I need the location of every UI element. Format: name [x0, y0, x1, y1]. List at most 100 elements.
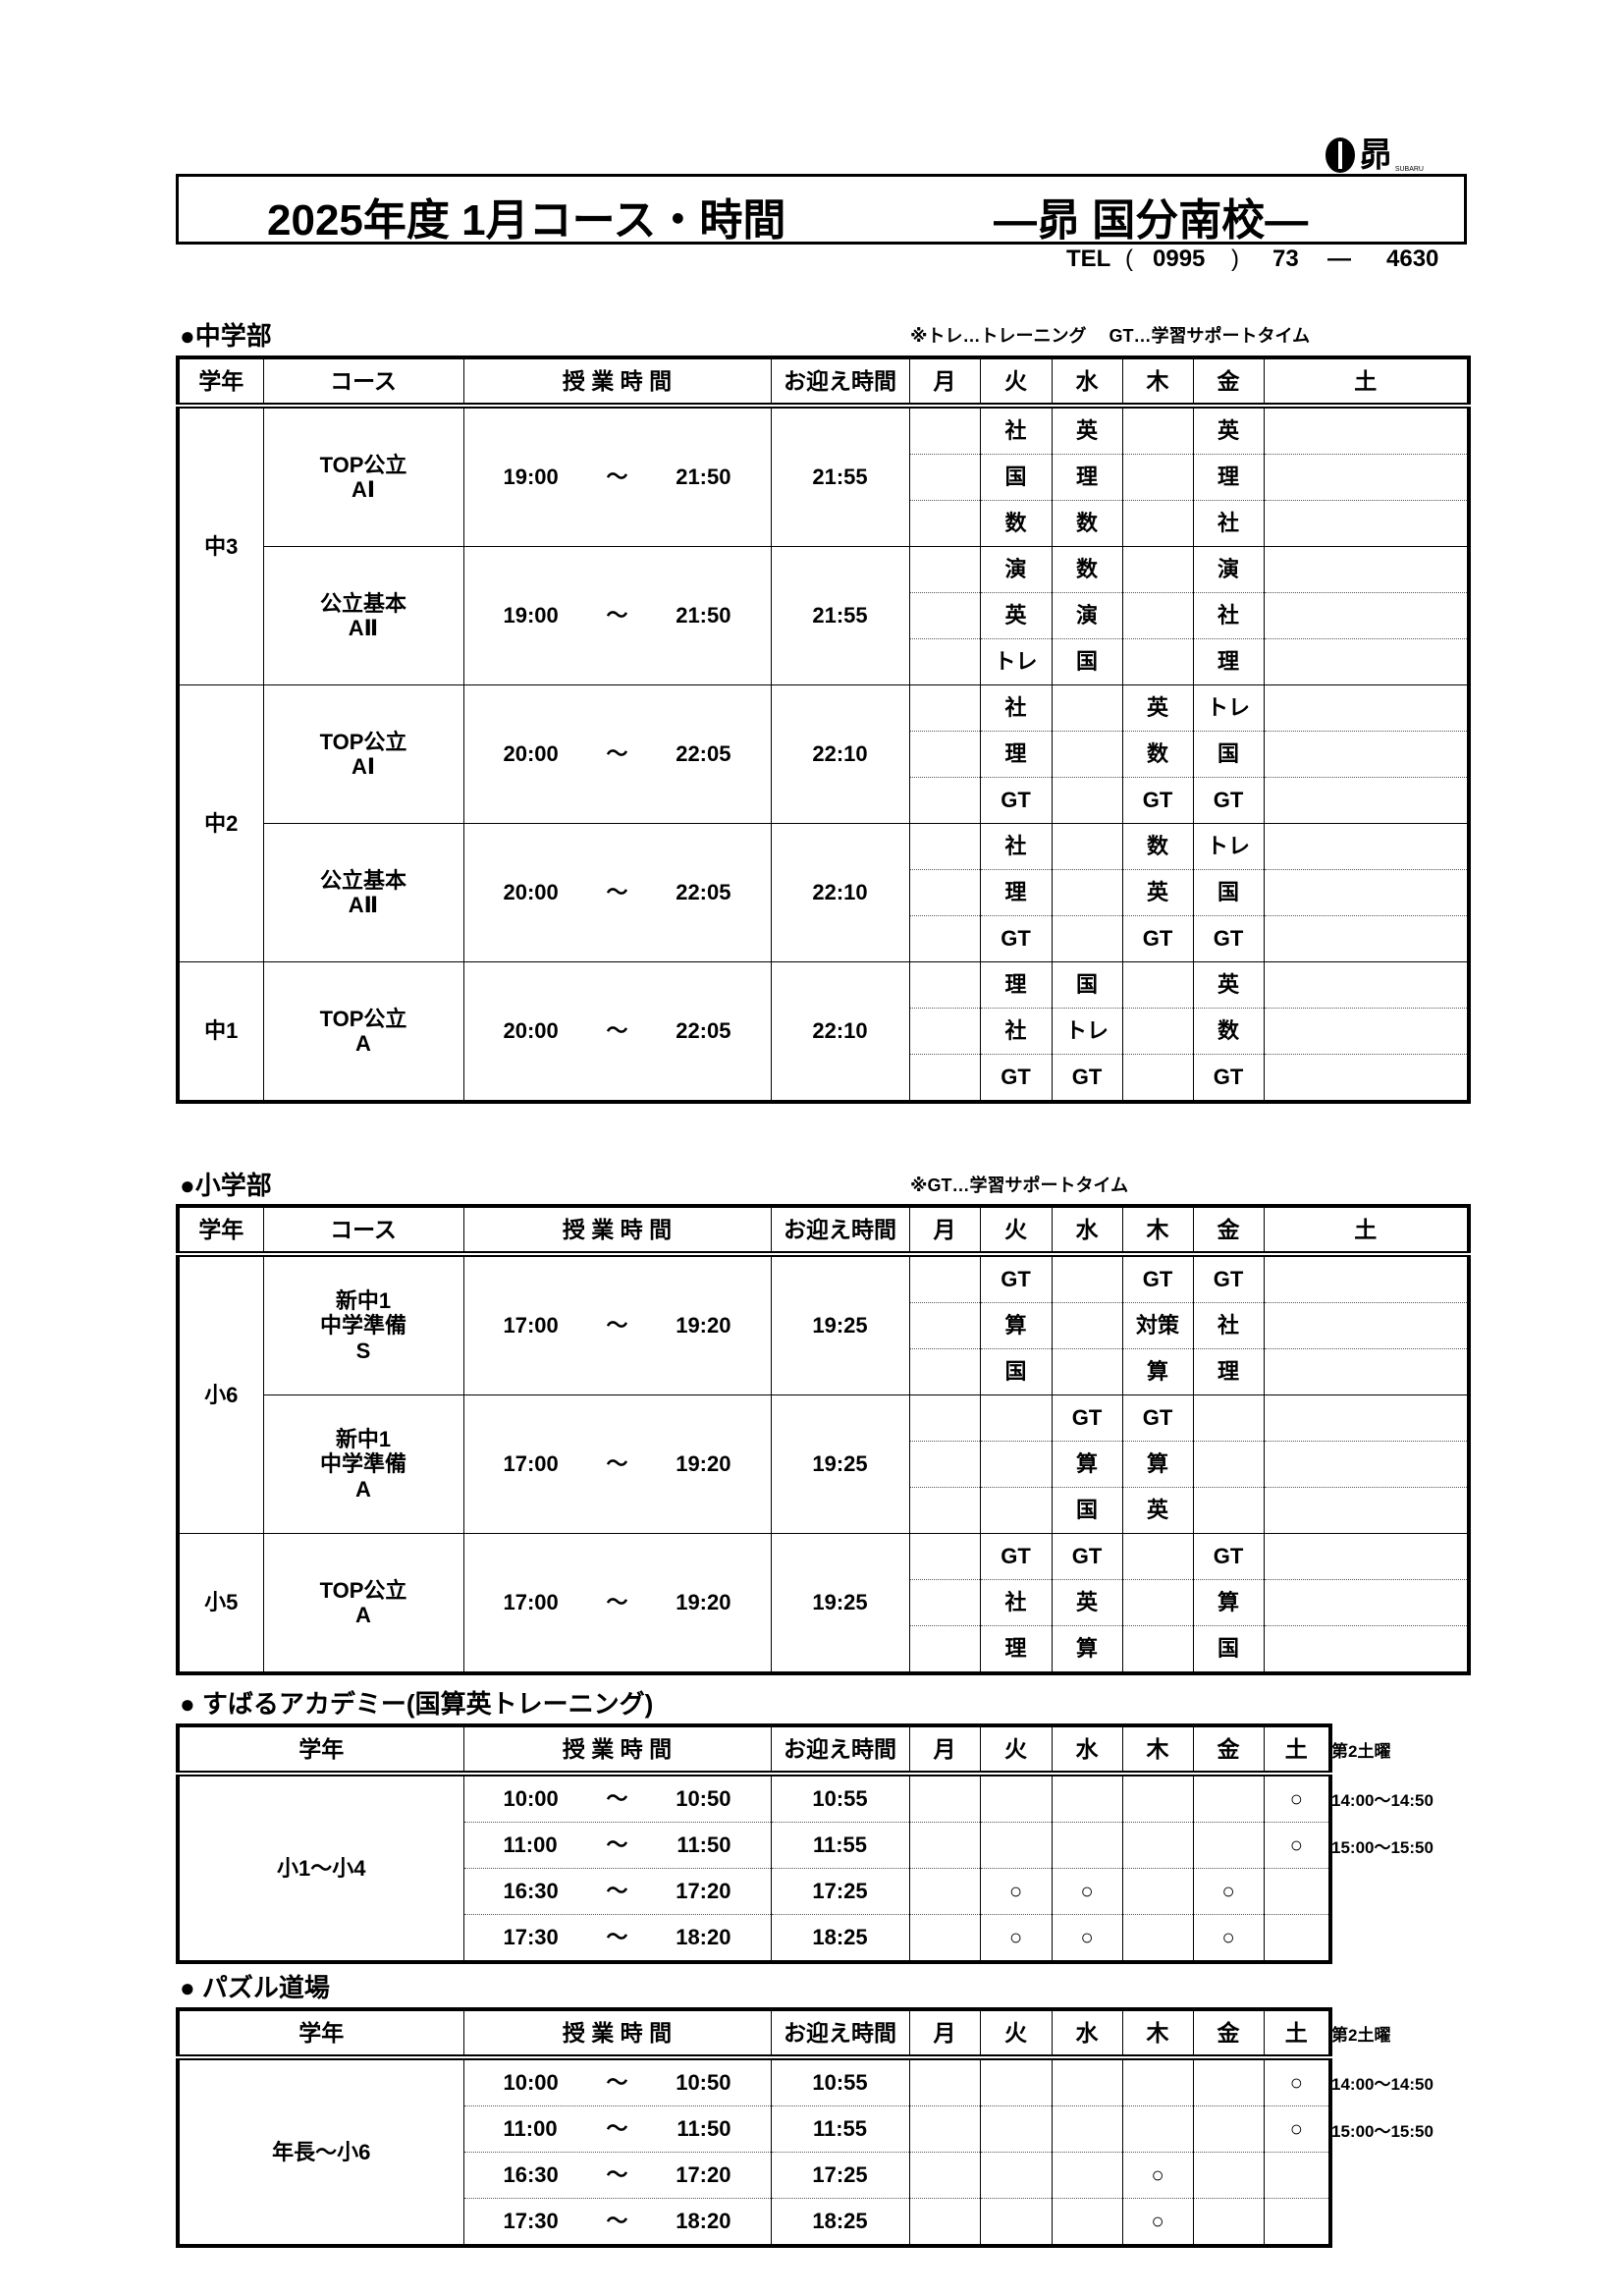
header-course: コース	[262, 1205, 464, 1257]
mark-cell	[979, 1822, 1053, 1869]
end-time: 22:05	[676, 1018, 731, 1044]
end-time: 19:20	[676, 1313, 731, 1339]
subject-cell: 数	[1121, 731, 1194, 778]
start-time: 10:00	[503, 1786, 559, 1812]
header-course: コース	[262, 356, 464, 409]
course-name-line: AⅡ	[348, 616, 379, 640]
course-name-line: AⅠ	[351, 477, 376, 502]
table-row: 理 数国	[178, 731, 1470, 778]
mark-cell	[1192, 1773, 1265, 1823]
course-name-line: 新中1	[335, 1288, 392, 1314]
subject-cell: GT	[1121, 915, 1194, 962]
subject-cell	[908, 1348, 981, 1395]
tilde: 〜	[606, 1590, 628, 1615]
subject-cell: 演	[979, 546, 1053, 593]
pickup-time: 11:55	[770, 2105, 910, 2153]
subject-cell	[1051, 915, 1123, 962]
subject-cell: 数	[1121, 823, 1194, 870]
subject-cell	[908, 1054, 981, 1103]
tilde: 〜	[606, 741, 628, 767]
page-title: 2025年度 1月コース・時間	[267, 196, 786, 245]
header-day: 月	[908, 356, 981, 409]
header-day: 火	[979, 356, 1053, 409]
mark-cell: ○	[1051, 1914, 1123, 1963]
subject-cell	[908, 1625, 981, 1674]
subject-cell: 社	[979, 1579, 1053, 1626]
subject-cell	[1263, 869, 1470, 916]
mark-cell	[979, 2056, 1053, 2106]
subject-cell	[908, 823, 981, 870]
subject-cell	[1263, 405, 1470, 455]
header-day: 火	[979, 1724, 1053, 1777]
time-range: 20:00 〜 22:05	[464, 880, 770, 905]
subject-cell: 理	[979, 869, 1053, 916]
subject-cell: 算	[1121, 1441, 1194, 1488]
course-name-line: TOP公立	[319, 1577, 407, 1603]
header-day: 水	[1051, 1205, 1123, 1257]
tilde: 〜	[606, 880, 628, 905]
subject-cell: 理	[979, 1625, 1053, 1674]
subject-cell: GT	[1192, 1253, 1265, 1303]
course-name-line: A	[355, 1031, 371, 1056]
pickup-time: 17:25	[770, 2152, 910, 2199]
subject-cell: 数	[1051, 500, 1123, 547]
mark-cell	[1192, 2152, 1265, 2199]
header-row: 学年授 業 時 間お迎え時間月火水木金土	[177, 1724, 1331, 1777]
tilde: 〜	[606, 1832, 628, 1858]
table-row: 小6 新中1 中学準備 S 17:00 〜 19:20 19:25 GT GT GT	[177, 1253, 1470, 1534]
class-time: 16:30 〜 17:20	[462, 2152, 772, 2199]
time-range: 16:30 〜 17:20	[464, 2162, 770, 2187]
subject-cell: GT	[1051, 1054, 1123, 1103]
class-time: 17:30 〜 18:20	[462, 2198, 772, 2247]
class-time: 20:00 〜 22:05	[462, 684, 772, 824]
course-name: TOP公立 A	[262, 961, 464, 1103]
end-time: 11:50	[676, 1832, 731, 1858]
subject-cell: 算	[1051, 1441, 1123, 1488]
end-time: 17:20	[676, 1879, 731, 1904]
mark-cell	[1051, 1773, 1123, 1823]
class-time: 19:00 〜 21:50	[462, 405, 772, 547]
table-row: 理算 国	[178, 1625, 1470, 1674]
tilde: 〜	[606, 1879, 628, 1904]
subject-cell: GT	[979, 915, 1053, 962]
header-row: 学年 コース授 業 時 間お迎え時間月火水木金土	[177, 1205, 1470, 1257]
grade-cell: 中1	[177, 961, 264, 1103]
subaru-logo: 昴 SUBARU	[1325, 130, 1424, 173]
header-day: 水	[1051, 356, 1123, 409]
subject-cell	[1121, 592, 1194, 639]
header-day: 木	[1121, 1205, 1194, 1257]
mark-cell	[979, 2105, 1053, 2153]
subject-cell: 算	[1051, 1625, 1123, 1674]
subject-cell	[1051, 823, 1123, 870]
telephone: TEL ( 0995 ) 73 — 4630	[1066, 246, 1438, 273]
section-title-academy: ● すばるアカデミー(国算英トレーニング)	[180, 1689, 654, 1719]
table-header: 学年 コース授 業 時 間お迎え時間月火水木金土	[177, 1205, 1470, 1257]
course-name-line: TOP公立	[319, 452, 407, 477]
header-grade: 学年	[177, 356, 264, 409]
subject-cell	[908, 1487, 981, 1534]
subject-cell: 国	[1192, 731, 1265, 778]
saturday-time-note: 14:00〜14:50	[1331, 1791, 1434, 1810]
subject-cell	[1121, 500, 1194, 547]
header-day: 水	[1051, 1724, 1123, 1777]
table-header: 学年授 業 時 間お迎え時間月火水木金土	[177, 2008, 1331, 2060]
subject-cell	[908, 777, 981, 824]
course-name-line: TOP公立	[319, 1006, 407, 1031]
subject-cell	[908, 1533, 981, 1580]
paren: )	[1231, 246, 1239, 272]
course-name-line: AⅠ	[351, 754, 376, 779]
start-time: 11:00	[503, 1832, 558, 1858]
table-row: 数数 社	[178, 500, 1470, 547]
course-name-line: 新中1	[335, 1427, 392, 1452]
header-pickup: お迎え時間	[770, 1205, 910, 1257]
pickup-time: 19:25	[770, 1394, 910, 1534]
subject-cell	[1263, 915, 1470, 962]
subject-cell: 社	[1192, 1302, 1265, 1349]
end-time: 21:50	[676, 465, 731, 490]
tilde: 〜	[606, 1925, 628, 1950]
subject-cell	[908, 1253, 981, 1303]
subject-cell	[1263, 500, 1470, 547]
pickup-time: 22:10	[770, 684, 910, 824]
header-day: 水	[1051, 2008, 1123, 2060]
